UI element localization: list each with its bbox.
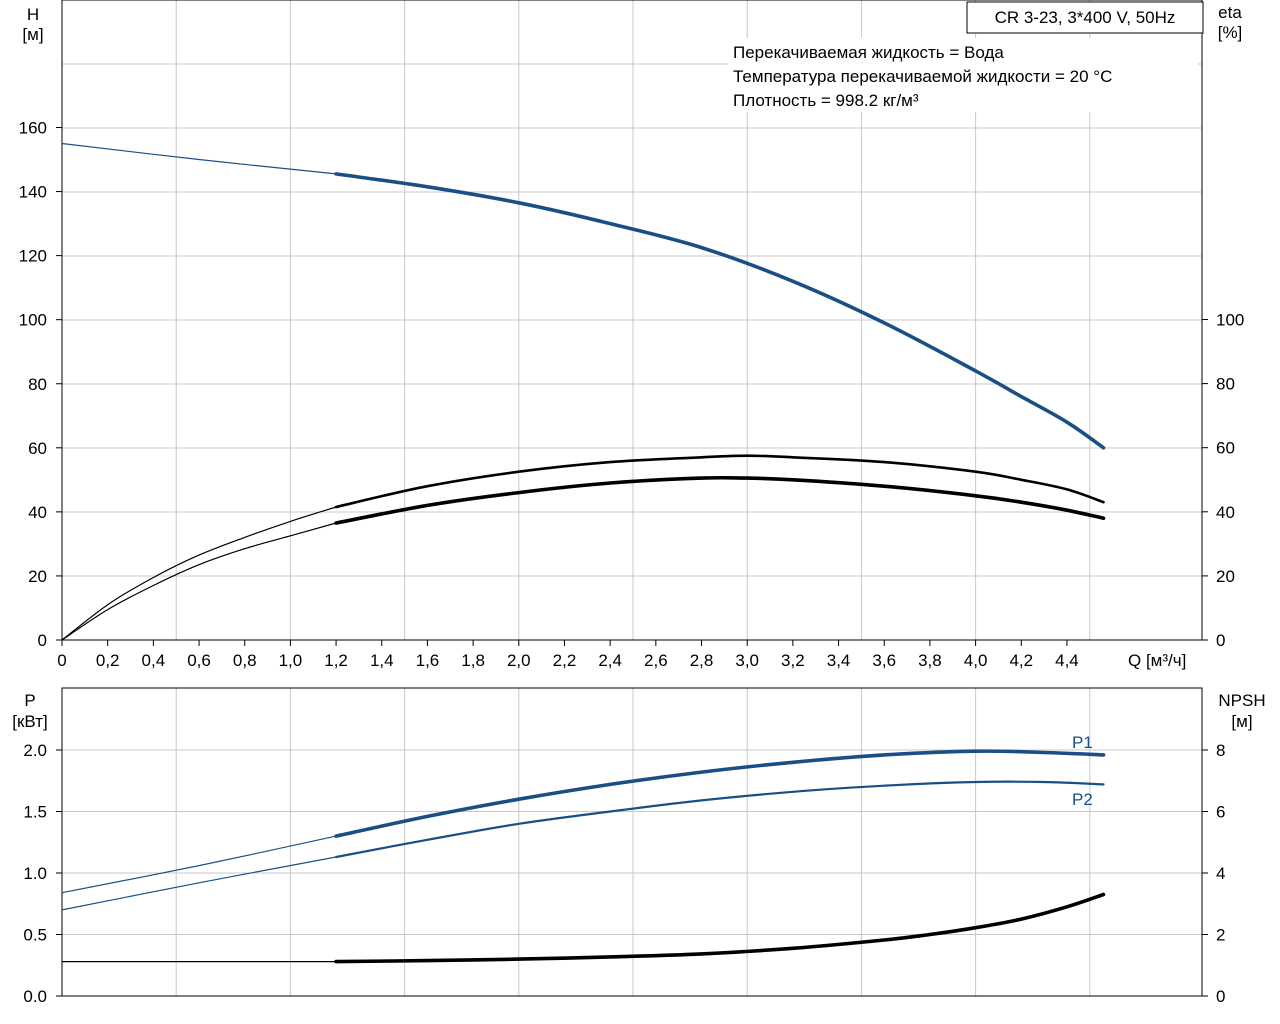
- eta-axis-tick-label: 60: [1216, 439, 1235, 458]
- bottom-panel: 0.0 0.5 1.0 1.5 2.0 0 2 4 6 8 P [кВт] NPSH [м] P…: [12, 687, 1266, 1006]
- eta-axis-tick-label: 40: [1216, 503, 1235, 522]
- h-axis-tick-label: 160: [19, 119, 47, 138]
- power-p1-curve: [334, 749, 1106, 838]
- efficiency-curve-total-extrapolated: [61, 522, 337, 641]
- p-axis-label: P: [24, 691, 35, 710]
- h-axis-tick-label: 20: [28, 567, 47, 586]
- h-axis-tick-label: 0: [38, 631, 47, 650]
- x-axis-tick-label: 0,6: [187, 651, 211, 670]
- series-label-p1: P1: [1072, 733, 1093, 752]
- power-p2-curve: [335, 780, 1105, 859]
- x-axis: 0 0,2 0,4 0,6 0,8 1,0 1,2 1,4 1,6 1,8 2,0 2,2 2,4 2,6…: [57, 640, 1079, 670]
- npsh-axis-tick-label: 0: [1216, 987, 1225, 1006]
- x-axis-label-background: [1118, 644, 1202, 674]
- eta-axis-tick-label: 80: [1216, 375, 1235, 394]
- p-axis-tick-label: 1.0: [23, 864, 47, 883]
- bottom-right-axis: 0 2 4 6 8: [1202, 741, 1225, 1006]
- eta-axis-tick-label: 100: [1216, 311, 1244, 330]
- x-axis-tick-label: 4,4: [1055, 651, 1079, 670]
- x-axis-tick-label: 3,8: [918, 651, 942, 670]
- npsh-axis-tick-label: 2: [1216, 926, 1225, 945]
- x-axis-tick-label: 2,0: [507, 651, 531, 670]
- h-axis-tick-label: 140: [19, 183, 47, 202]
- npsh-axis-label: NPSH: [1218, 691, 1265, 710]
- p-axis-tick-label: 0.0: [23, 987, 47, 1006]
- power-p2-curve-extrapolated: [61, 856, 337, 911]
- npsh-curve: [334, 892, 1106, 964]
- x-axis-tick-label: 3,6: [872, 651, 896, 670]
- eta-axis-label: eta: [1218, 3, 1242, 22]
- p-axis-tick-label: 2.0: [23, 741, 47, 760]
- efficiency-curve-total: [334, 475, 1106, 525]
- h-axis-tick-label: 60: [28, 439, 47, 458]
- h-axis-tick-label: 100: [19, 311, 47, 330]
- h-axis-tick-label: 120: [19, 247, 47, 266]
- h-axis-label: H: [27, 5, 39, 24]
- npsh-axis-unit: [м]: [1231, 712, 1252, 731]
- h-axis-tick-label: 40: [28, 503, 47, 522]
- eta-axis-tick-label: 20: [1216, 567, 1235, 586]
- x-axis-label: Q [м³/ч]: [1128, 651, 1186, 670]
- p-axis-unit: [кВт]: [12, 712, 47, 731]
- p-axis-tick-label: 0.5: [23, 926, 47, 945]
- x-axis-tick-label: 0,2: [96, 651, 120, 670]
- title-box: [966, 1, 1204, 34]
- annotation-temperature: Температура перекачиваемой жидкости = 20…: [733, 67, 1112, 86]
- efficiency-curve-pump-extrapolated: [61, 506, 337, 641]
- x-axis-tick-label: 1,2: [324, 651, 348, 670]
- npsh-axis-tick-label: 4: [1216, 864, 1225, 883]
- x-axis-tick-label: 4,0: [964, 651, 988, 670]
- bottom-series: [61, 749, 1106, 964]
- annotation-background: [728, 38, 1198, 112]
- p-axis-tick-label: 1.5: [23, 803, 47, 822]
- head-curve-extrapolated: [61, 142, 337, 175]
- x-axis-tick-label: 2,2: [553, 651, 577, 670]
- x-axis-tick-label: 3,0: [735, 651, 759, 670]
- x-axis-tick-label: 2,8: [690, 651, 714, 670]
- x-axis-tick-label: 0,4: [142, 651, 166, 670]
- x-axis-tick-label: 2,6: [644, 651, 668, 670]
- x-axis-tick-label: 0: [57, 651, 66, 670]
- eta-axis-tick-label: 0: [1216, 631, 1225, 650]
- h-axis-unit: [м]: [22, 25, 43, 44]
- h-axis-tick-label: 80: [28, 375, 47, 394]
- x-axis-tick-label: 3,2: [781, 651, 805, 670]
- x-axis-tick-label: 1,4: [370, 651, 394, 670]
- annotation-density: Плотность = 998.2 кг/м³: [733, 91, 919, 110]
- annotation-fluid: Перекачиваемая жидкость = Вода: [733, 43, 1004, 62]
- x-axis-tick-label: 2,4: [598, 651, 622, 670]
- eta-axis-unit: [%]: [1218, 23, 1243, 42]
- bottom-left-axis: 0.0 0.5 1.0 1.5 2.0: [23, 741, 62, 1006]
- chart-title: CR 3-23, 3*400 V, 50Hz: [995, 8, 1176, 27]
- x-axis-tick-label: 4,2: [1009, 651, 1033, 670]
- efficiency-curve-pump: [334, 454, 1105, 509]
- x-axis-tick-label: 1,0: [279, 651, 303, 670]
- series-label-p2: P2: [1072, 790, 1093, 809]
- top-right-axis: 0 20 40 60 80 100: [1202, 311, 1244, 650]
- head-curve: [334, 172, 1106, 450]
- x-axis-tick-label: 1,6: [416, 651, 440, 670]
- x-axis-tick-label: 1,8: [461, 651, 485, 670]
- bottom-plot-frame: [61, 687, 1203, 997]
- power-p1-curve-extrapolated: [61, 835, 337, 894]
- bottom-grid: [62, 688, 1202, 996]
- npsh-axis-tick-label: 6: [1216, 803, 1225, 822]
- x-axis-tick-label: 0,8: [233, 651, 257, 670]
- x-axis-tick-label: 3,4: [827, 651, 851, 670]
- top-series: [61, 142, 1106, 641]
- top-left-axis: 0 20 40 60 80 100 120 140 160: [19, 119, 62, 650]
- npsh-axis-tick-label: 8: [1216, 741, 1225, 760]
